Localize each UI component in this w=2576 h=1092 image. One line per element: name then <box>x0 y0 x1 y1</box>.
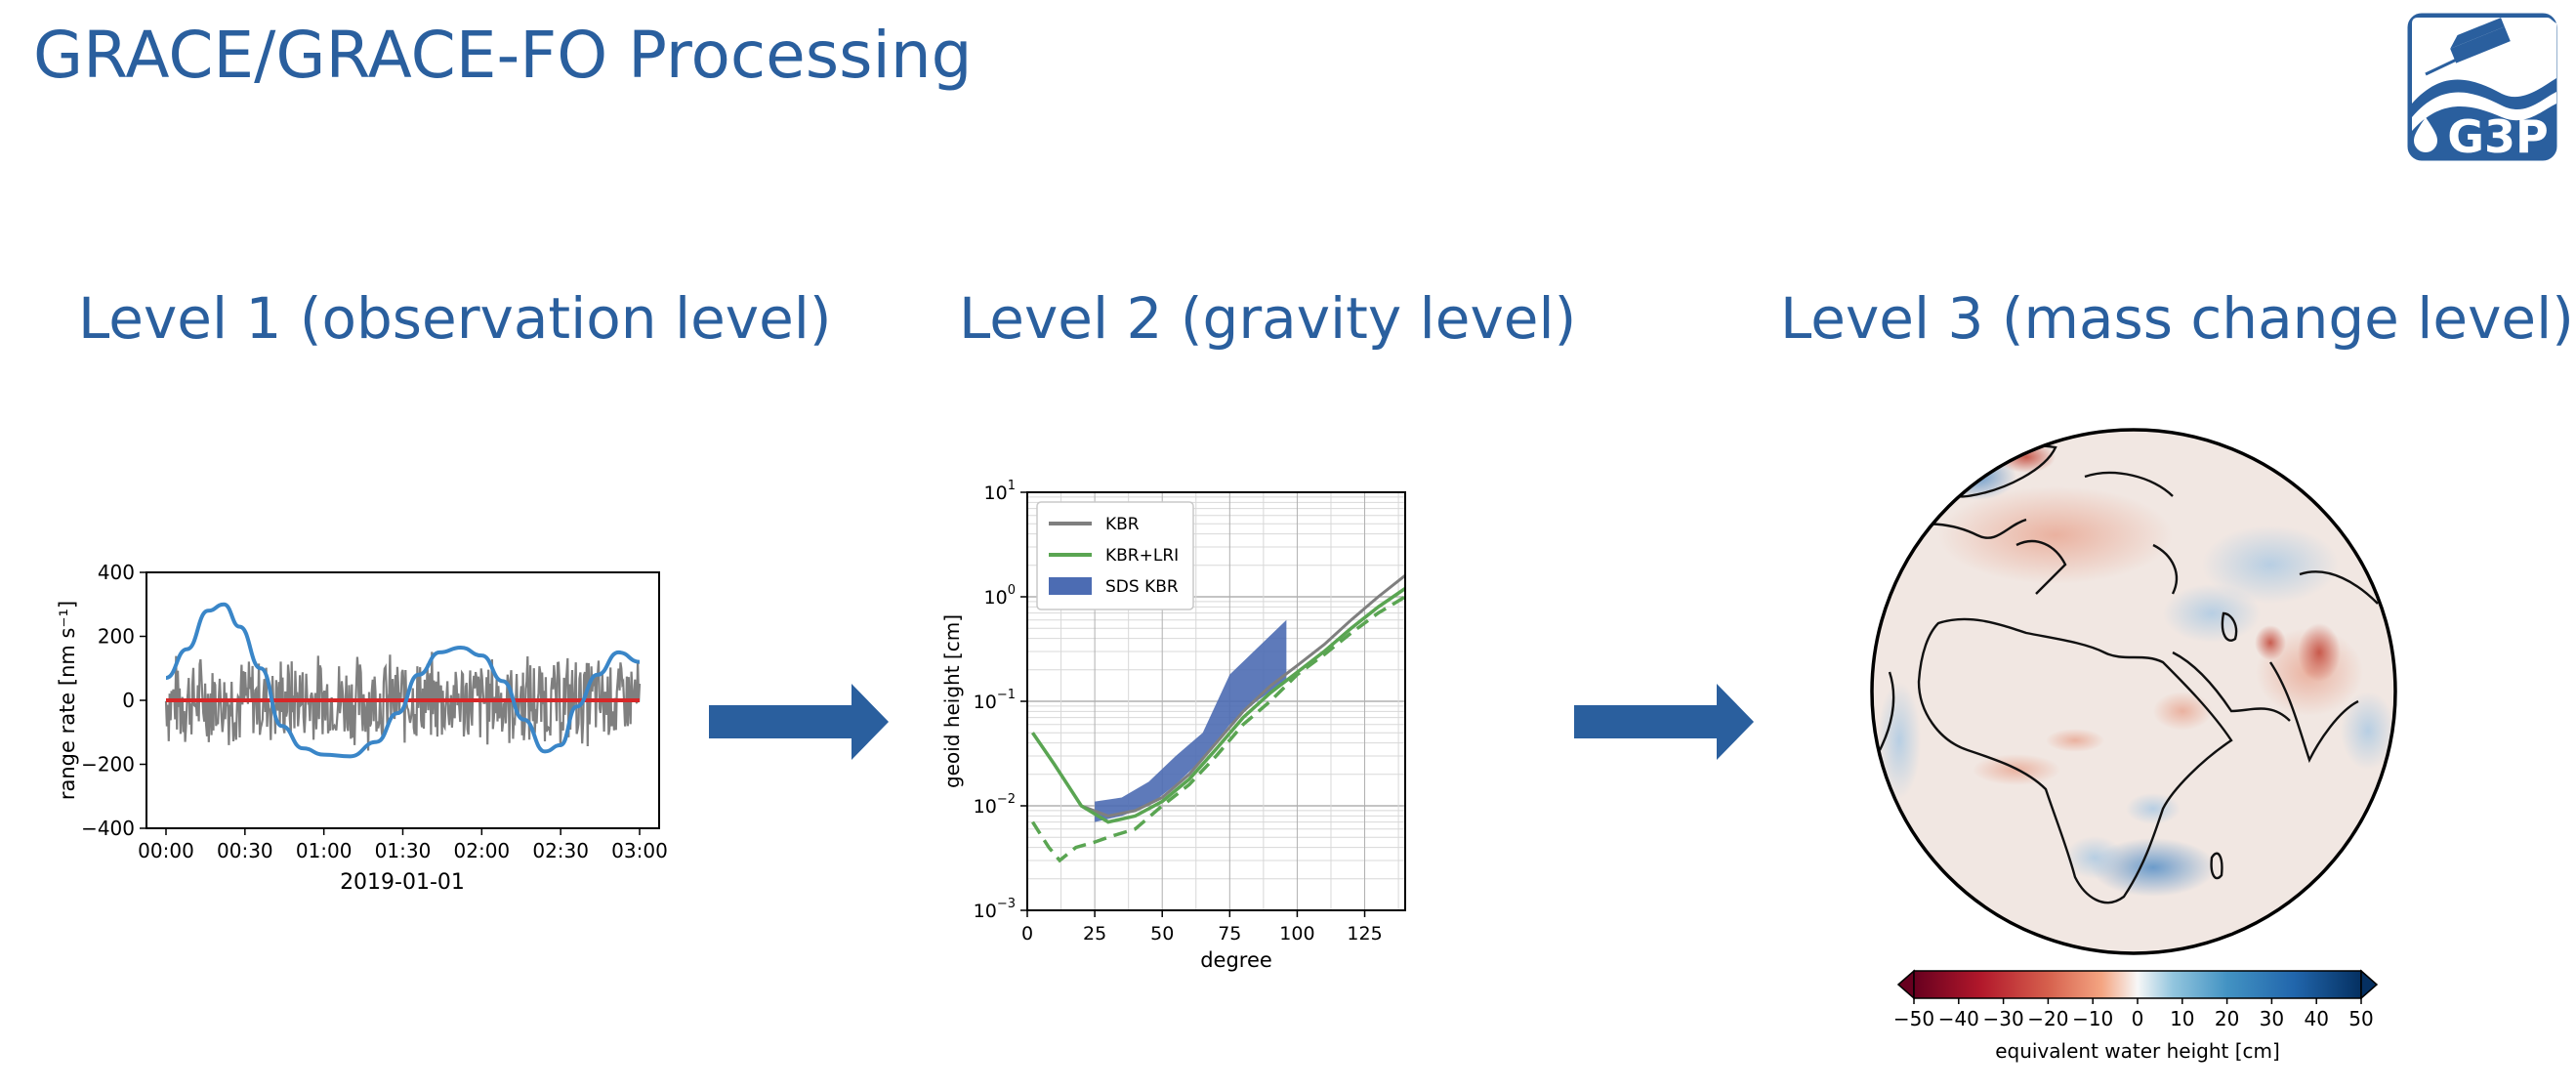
x-tick-label: 0 <box>1021 923 1033 945</box>
legend-label: SDS KBR <box>1105 577 1179 597</box>
colorbar-gradient <box>1913 970 2362 999</box>
x-tick-label: 25 <box>1083 923 1106 945</box>
colorbar-max-extend <box>2360 969 2379 1000</box>
colorbar-tick-label: −50 <box>1893 1007 1934 1030</box>
colorbar-tick-label: −20 <box>2027 1007 2068 1030</box>
y-axis-label: range rate [nm s⁻¹] <box>56 601 79 800</box>
coastlines <box>1878 443 2379 904</box>
series-kbr-lri-dashed <box>1031 595 1406 863</box>
colorbar-min-extend <box>1896 969 1915 1000</box>
level-2-heading: Level 2 (gravity level) <box>959 285 1577 352</box>
x-tick-label: 02:30 <box>532 839 589 862</box>
x-tick-label: 00:30 <box>217 839 273 862</box>
y-tick-label: 101 <box>984 479 1016 504</box>
x-tick-label: 125 <box>1347 923 1382 945</box>
x-tick-label: 02:00 <box>454 839 511 862</box>
colorbar-tick-label: 0 <box>2132 1007 2144 1030</box>
flow-arrow-2 <box>1574 684 1754 760</box>
colorbar-tick-label: −30 <box>1982 1007 2023 1030</box>
legend-label: KBR <box>1105 515 1140 534</box>
y-tick-label: 10−2 <box>974 792 1016 818</box>
series-sds-kbr-band <box>1095 619 1287 822</box>
colorbar: −50 −40 −30 −20 −10 0 10 20 30 40 50 equivalent wa… <box>1893 969 2379 1063</box>
x-tick-label: 01:30 <box>375 839 432 862</box>
y-tick-label: −400 <box>81 817 135 840</box>
colorbar-label: equivalent water height [cm] <box>1995 1039 2280 1063</box>
level-3-heading: Level 3 (mass change level) <box>1780 285 2574 352</box>
y-axis-label: geoid height [cm] <box>940 614 964 788</box>
g3p-logo: G3P <box>2404 10 2560 164</box>
y-tick-label: 200 <box>98 625 135 649</box>
x-tick-label: 50 <box>1150 923 1174 945</box>
y-tick-label: 10−3 <box>974 897 1016 922</box>
series-blue-curve <box>165 602 641 759</box>
series-kbr-lri <box>1031 587 1406 824</box>
legend-swatch <box>1049 577 1092 595</box>
colorbar-tick-label: 10 <box>2170 1007 2194 1030</box>
series-gray-noise <box>164 651 642 751</box>
geoid-plot-area <box>1031 574 1406 863</box>
y-tick-label: −200 <box>81 753 135 777</box>
x-tick-label: 01:00 <box>296 839 353 862</box>
x-tick-label: 75 <box>1218 923 1241 945</box>
colorbar-tick-label: 50 <box>2348 1007 2373 1030</box>
x-tick-label: 00:00 <box>138 839 194 862</box>
colorbar-tick-label: 30 <box>2260 1007 2284 1030</box>
legend: KBR KBR+LRI SDS KBR <box>1036 501 1194 610</box>
x-axis-label: 2019-01-01 <box>340 870 465 895</box>
range-rate-plot-area <box>164 602 642 759</box>
series-kbr <box>1031 574 1406 818</box>
range-rate-chart: 400 200 0 −200 −400 00:00 00:30 01:00 01:30 02:0… <box>56 561 668 895</box>
colorbar-tick-label: 40 <box>2304 1007 2328 1030</box>
logo-text: G3P <box>2447 110 2548 163</box>
y-tick-label: 10−1 <box>974 688 1016 713</box>
page-title: GRACE/GRACE-FO Processing <box>33 18 973 93</box>
mass-change-globe <box>1870 428 2397 955</box>
x-tick-label: 03:00 <box>611 839 668 862</box>
y-tick-label: 0 <box>122 689 135 712</box>
y-tick-label: 400 <box>98 561 135 584</box>
colorbar-tick-label: 20 <box>2215 1007 2239 1030</box>
y-tick-label: 100 <box>984 583 1016 609</box>
x-tick-label: 100 <box>1279 923 1314 945</box>
legend-label: KBR+LRI <box>1105 546 1179 566</box>
colorbar-tick-label: −40 <box>1938 1007 1979 1030</box>
globe-outline <box>1870 428 2397 955</box>
flow-arrow-1 <box>709 684 889 760</box>
colorbar-tick-label: −10 <box>2072 1007 2113 1030</box>
x-axis-label: degree <box>1200 948 1272 972</box>
geoid-height-chart: 101 100 10−1 10−2 10−3 0 25 50 75 100 125 KBR KBR+… <box>940 479 1406 972</box>
level-1-heading: Level 1 (observation level) <box>78 285 832 352</box>
